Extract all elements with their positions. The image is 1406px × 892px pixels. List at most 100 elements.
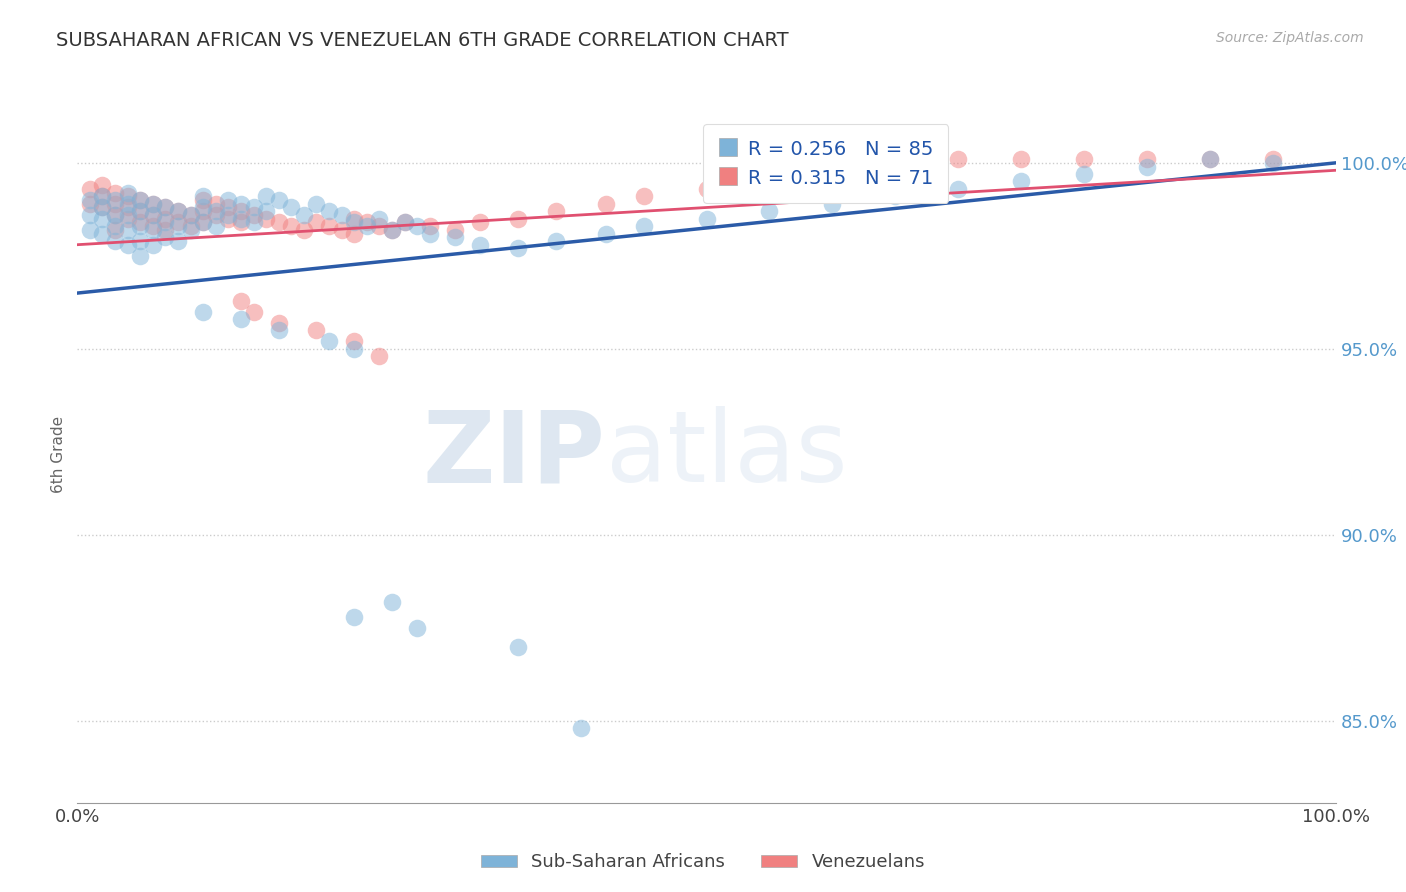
Point [129,193,152,207]
Y-axis label: 6th Grade: 6th Grade [51,417,66,493]
Point [884,160,907,174]
Point [292,223,315,237]
Point [595,227,617,241]
Point [155,215,177,229]
Point [506,640,529,654]
Point [1198,152,1220,166]
Point [79,223,101,237]
Point [254,204,277,219]
Point [318,334,340,349]
Point [948,152,970,166]
Point [191,215,215,229]
Point [104,208,127,222]
Point [267,215,290,229]
Point [129,193,152,207]
Point [129,204,152,219]
Point [381,595,404,609]
Point [318,219,340,233]
Point [180,219,202,233]
Point [217,193,239,207]
Point [129,204,152,219]
Point [229,293,252,308]
Point [155,201,177,215]
Point [129,249,152,263]
Point [104,234,127,248]
Point [217,211,239,226]
Point [696,211,718,226]
Point [229,215,252,229]
Point [104,186,127,200]
Point [1136,160,1159,174]
Point [1073,152,1095,166]
Point [758,174,780,188]
Point [142,196,165,211]
Point [204,219,226,233]
Point [191,215,215,229]
Point [167,234,190,248]
Point [180,208,202,222]
Point [167,219,190,233]
Point [91,201,114,215]
Point [368,211,391,226]
Point [91,189,114,203]
Point [204,208,226,222]
Point [242,201,264,215]
Point [343,211,366,226]
Point [356,219,378,233]
Point [343,215,366,229]
Point [129,234,152,248]
Point [180,223,202,237]
Point [242,304,264,318]
Point [419,219,441,233]
Point [104,196,127,211]
Point [142,208,165,222]
Point [419,227,441,241]
Point [305,196,328,211]
Text: SUBSAHARAN AFRICAN VS VENEZUELAN 6TH GRADE CORRELATION CHART: SUBSAHARAN AFRICAN VS VENEZUELAN 6TH GRA… [56,31,789,50]
Point [1073,167,1095,181]
Point [167,204,190,219]
Point [356,215,378,229]
Point [1261,156,1284,170]
Point [305,323,328,337]
Point [142,237,165,252]
Point [155,211,177,226]
Point [117,237,139,252]
Point [129,215,152,229]
Point [167,204,190,219]
Point [117,186,139,200]
Point [242,208,264,222]
Point [91,227,114,241]
Point [544,204,567,219]
Point [191,304,215,318]
Point [254,189,277,203]
Point [142,196,165,211]
Point [330,223,353,237]
Point [217,208,239,222]
Point [1136,152,1159,166]
Point [191,204,215,219]
Point [79,193,101,207]
Point [1010,174,1032,188]
Point [506,211,529,226]
Text: Source: ZipAtlas.com: Source: ZipAtlas.com [1216,31,1364,45]
Point [468,215,491,229]
Point [229,312,252,326]
Point [1198,152,1220,166]
Text: atlas: atlas [606,407,848,503]
Point [821,196,844,211]
Point [292,208,315,222]
Point [343,609,366,624]
Point [330,208,353,222]
Point [267,193,290,207]
Point [117,211,139,226]
Point [1010,152,1032,166]
Point [444,230,467,244]
Point [91,201,114,215]
Point [155,230,177,244]
Point [368,349,391,363]
Text: ZIP: ZIP [423,407,606,503]
Point [117,223,139,237]
Point [444,223,467,237]
Point [267,316,290,330]
